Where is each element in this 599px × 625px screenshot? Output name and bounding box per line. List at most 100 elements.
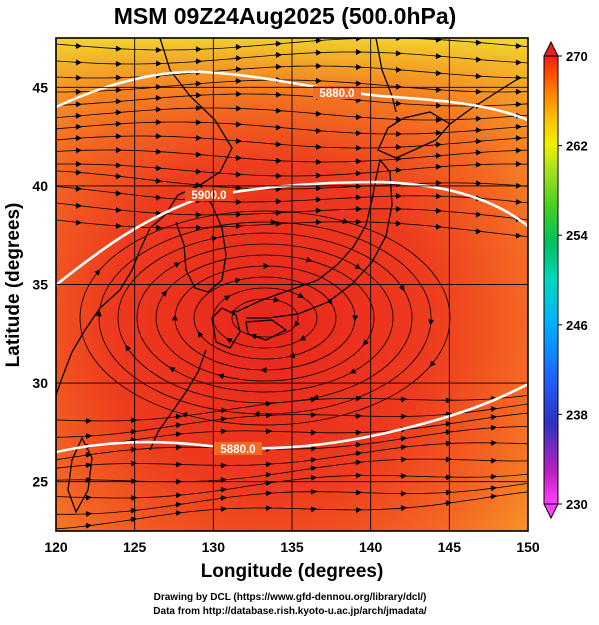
streamline-arrow — [399, 413, 407, 420]
streamline-arrow — [264, 490, 272, 497]
streamline-arrow — [168, 366, 176, 373]
streamline-arrow — [354, 507, 362, 514]
streamline-arrow — [354, 441, 362, 448]
coast-shikoku — [245, 319, 288, 341]
streamline-arrow — [399, 490, 407, 497]
coast-honshu — [235, 158, 393, 319]
streamline-arrow — [489, 440, 497, 447]
streamline-arrow — [354, 450, 362, 457]
streamline-arrow — [174, 501, 182, 508]
streamline-arrow — [489, 414, 497, 421]
streamline-arrow — [125, 344, 132, 352]
streamline-arrow — [273, 296, 280, 303]
streamline-ring — [79, 210, 451, 426]
streamline-arrow — [354, 489, 362, 496]
streamline-arrow — [225, 337, 233, 344]
streamline-arrow — [309, 474, 317, 481]
x-tick-label: 120 — [44, 539, 68, 555]
streamline-arrow — [174, 431, 182, 438]
streamline-arrow — [399, 456, 407, 463]
streamline-arrow — [305, 256, 313, 263]
streamline-ring — [155, 254, 375, 382]
y-tick-label: 40 — [32, 178, 48, 194]
streamline-arrow — [309, 429, 317, 436]
x-tick-label: 150 — [516, 539, 540, 555]
contour-label-south: 5880.0 — [220, 444, 255, 456]
coast-korea — [175, 184, 227, 293]
streamline-arrow — [84, 477, 92, 484]
colorbar-max-arrow — [543, 40, 559, 57]
streamline-arrow — [354, 413, 362, 420]
x-tick-label: 140 — [359, 539, 383, 555]
streamline-ring — [98, 221, 432, 415]
streamline-arrow — [173, 262, 181, 268]
streamline-arrow — [399, 435, 407, 442]
graticule — [56, 38, 528, 531]
colorbar-tick-label: 246 — [566, 318, 588, 333]
streamline-arrow — [354, 429, 362, 436]
streamline-arrow — [264, 428, 272, 435]
streamline-arrow — [219, 486, 227, 493]
streamline-arrow — [84, 522, 92, 529]
streamline-arrow — [211, 235, 218, 242]
x-tick-label: 125 — [123, 539, 147, 555]
streamline-arrow — [354, 459, 362, 466]
streamline-ring — [136, 243, 394, 393]
streamline-arrow — [174, 422, 182, 429]
credit-drawing: Drawing by DCL (https://www.gfd-dennou.o… — [153, 592, 427, 603]
streamline-arrow — [354, 472, 362, 479]
streamline-arrow — [84, 433, 92, 440]
x-axis-label: Longitude (degrees) — [201, 561, 384, 582]
streamline-ring — [193, 276, 337, 360]
coast-sakhalin — [375, 38, 397, 113]
streamline-arrow — [264, 471, 272, 478]
colorbar: 230 238 246 254 262 270 — [543, 40, 588, 520]
contour-label-north: 5880.0 — [319, 88, 354, 100]
streamline-arrow — [297, 292, 305, 299]
streamline-arrow — [309, 445, 317, 452]
streamline-arrow — [309, 411, 317, 418]
streamline-arrow — [174, 492, 182, 499]
contour-line-5880-north — [56, 70, 528, 122]
streamline-arrow — [444, 474, 452, 481]
streamline-arrow — [174, 510, 182, 517]
streamline-arrow — [309, 396, 317, 403]
streamline-arrow — [309, 488, 317, 495]
streamline-arrow — [349, 368, 357, 374]
colorbar-scale — [543, 55, 559, 505]
coast-asia-mainland — [56, 38, 233, 396]
streamline-arrow — [174, 413, 182, 420]
streamline-arrow — [299, 334, 307, 341]
streamline-arrow — [161, 290, 168, 297]
streamline-arrow — [444, 440, 452, 447]
streamline-arrow — [399, 473, 407, 480]
streamline-arrow — [197, 331, 204, 338]
x-tick-label: 145 — [438, 539, 462, 555]
streamline-arrow — [354, 395, 362, 402]
streamline-arrow — [84, 462, 92, 469]
streamline-arrow — [444, 397, 452, 404]
streamline-arrow — [489, 424, 497, 431]
y-tick-label: 25 — [32, 474, 48, 490]
streamline-arrow — [489, 485, 497, 492]
streamline-arrow — [399, 505, 407, 512]
streamline-arrow — [264, 480, 272, 487]
y-tick-label: 35 — [32, 277, 48, 293]
colorbar-tick-labels: 230 238 246 254 262 270 — [558, 49, 588, 512]
streamline-arrow — [223, 295, 231, 302]
y-tick-label: 30 — [32, 375, 48, 391]
plot-frame — [55, 37, 529, 532]
colorbar-tick-label: 254 — [566, 228, 588, 243]
streamline-arrow — [444, 411, 452, 418]
y-tick-labels: 25 30 35 40 45 — [32, 79, 48, 489]
contour-label-center: 5900.0 — [191, 190, 226, 202]
streamline-arrow — [174, 444, 182, 451]
x-tick-label: 135 — [280, 539, 304, 555]
contour-line-5880-south — [56, 382, 528, 454]
coast-ryukyu — [149, 349, 207, 451]
streamline-arrow — [428, 319, 435, 326]
streamline-arrow — [84, 494, 92, 501]
streamline-arrow — [444, 456, 452, 463]
streamline-arrow — [309, 506, 317, 513]
